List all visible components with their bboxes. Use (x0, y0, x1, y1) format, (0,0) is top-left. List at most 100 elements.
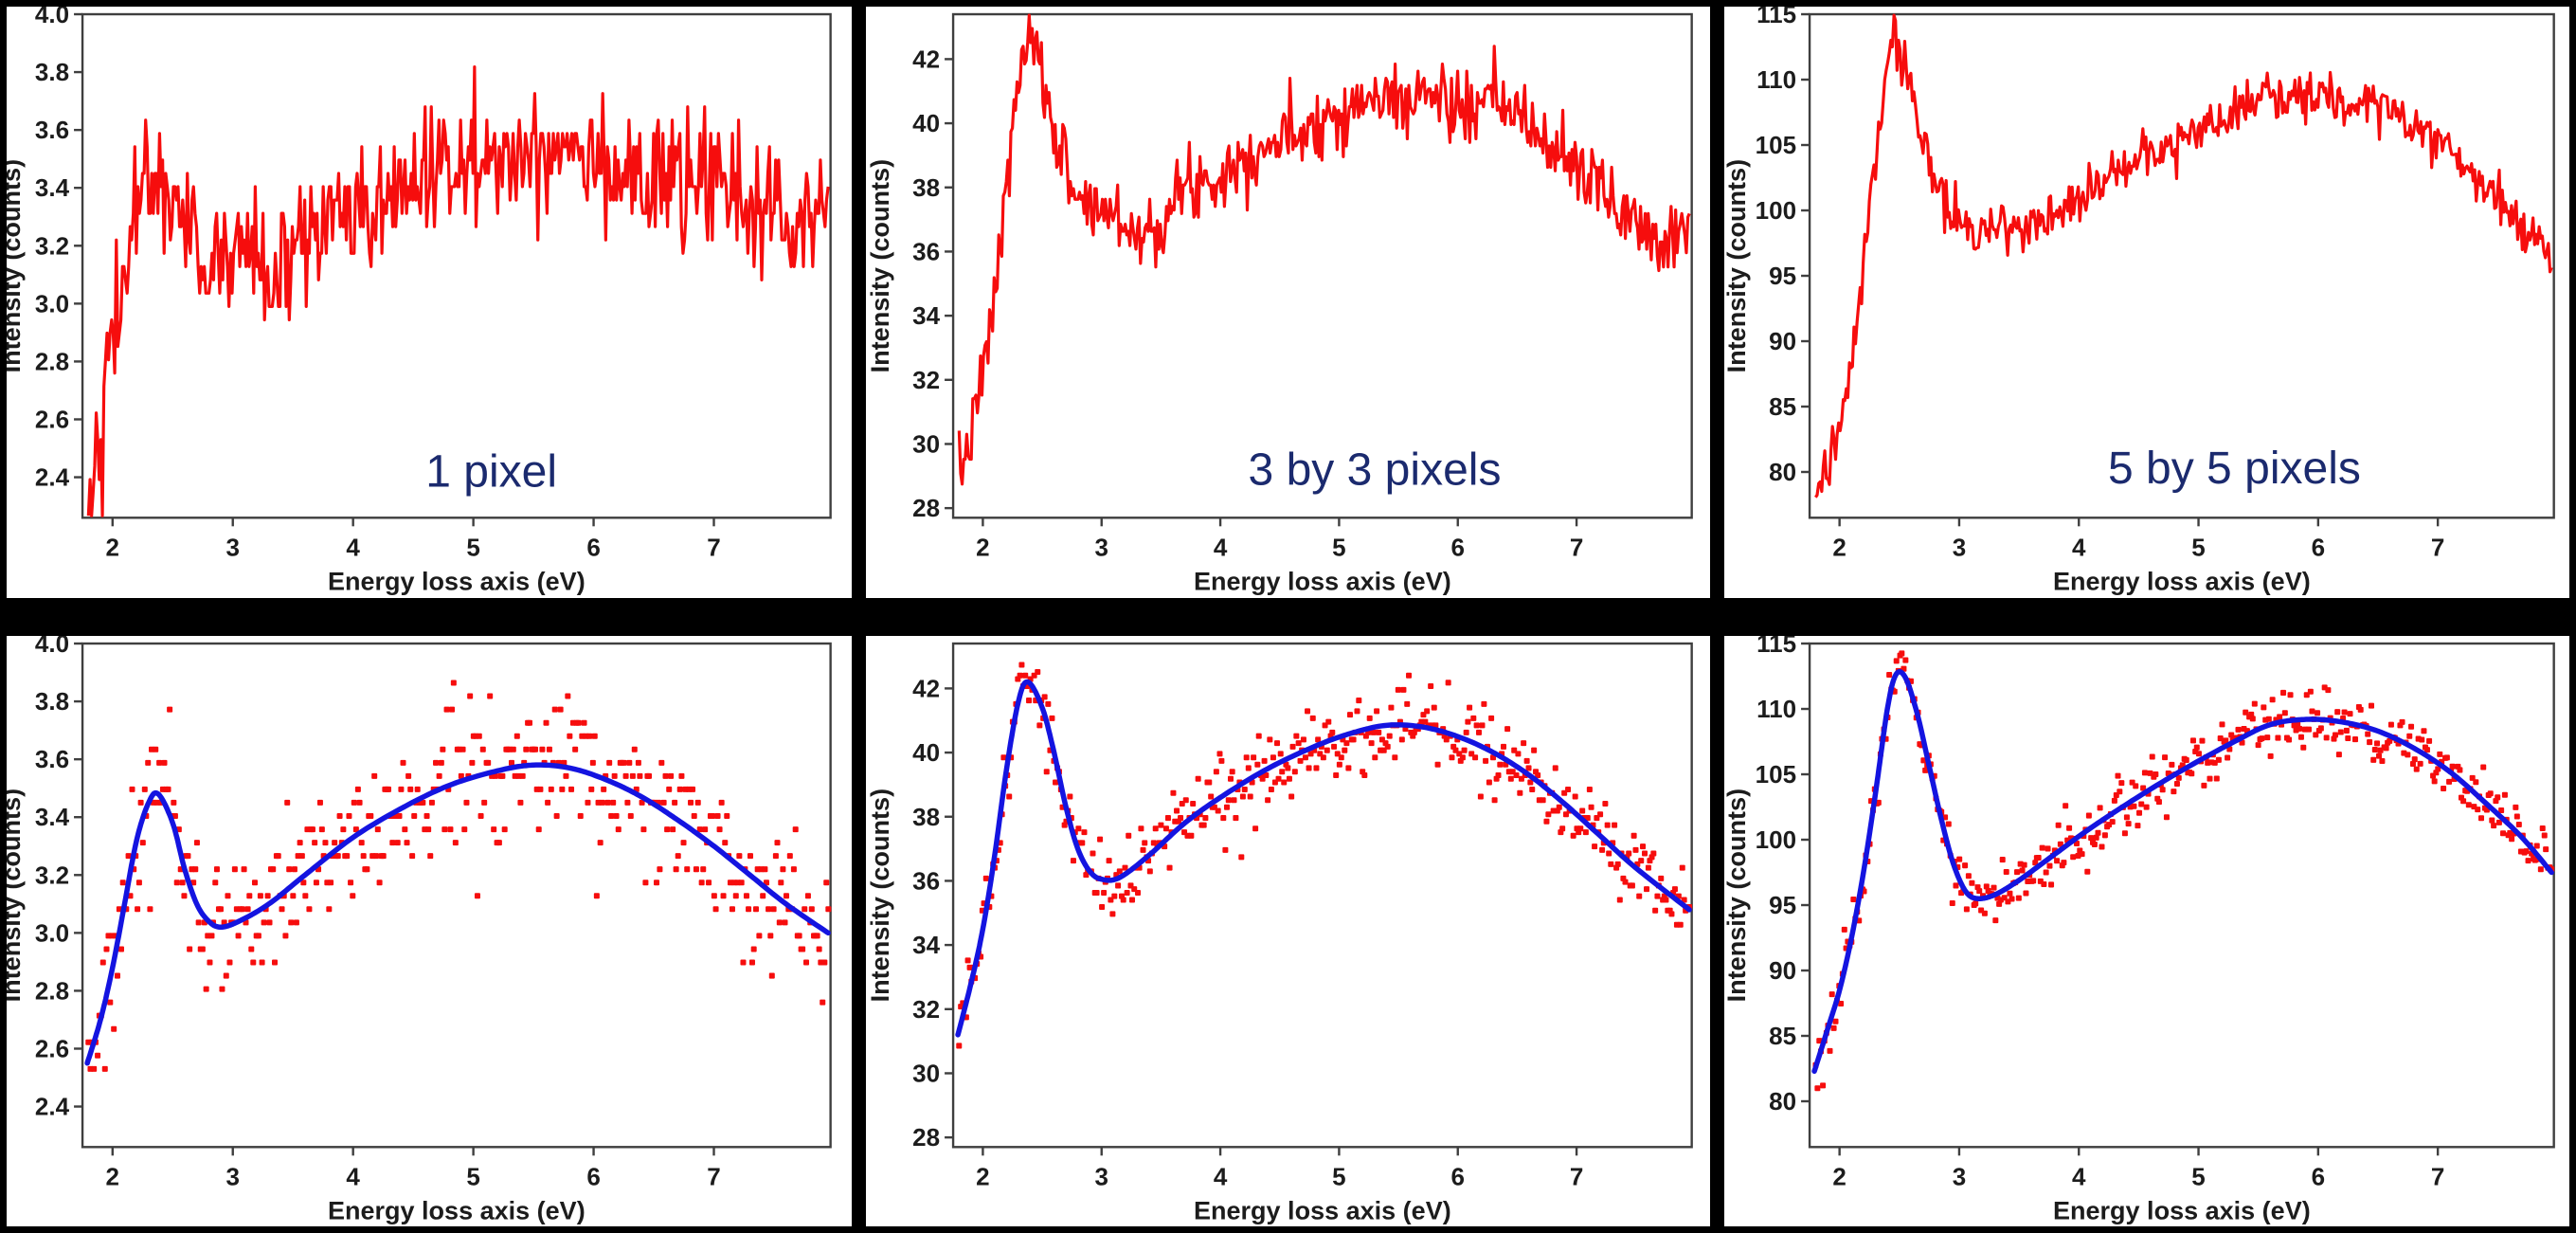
panel-fit-1px: 2 3 4 5 6 7 2.4 2.6 2.8 3.0 3.2 3.4 3.6 3.8 4.0 Energy … (7, 635, 852, 1226)
y-tick-label: 30 (912, 429, 940, 458)
data-point (1125, 832, 1131, 839)
data-point (2473, 778, 2479, 785)
data-point (440, 746, 446, 752)
data-point (139, 839, 146, 845)
data-point (2297, 725, 2303, 732)
data-point (2043, 868, 2049, 876)
data-point (436, 772, 442, 779)
y-tick-label: 3.6 (35, 745, 69, 773)
data-point (2489, 817, 2495, 824)
data-point (476, 733, 482, 739)
x-axis-label: Energy loss axis (eV) (328, 567, 585, 595)
data-point (1400, 686, 1407, 693)
data-point (2124, 813, 2131, 820)
data-point (1070, 857, 1076, 863)
x-tick-label: 2 (106, 533, 119, 561)
panel-fit-3x3: 2 3 4 5 6 7 28 30 32 34 36 38 40 42 Energy loss axis (… (865, 635, 1711, 1226)
data-point (553, 812, 560, 819)
x-tick-label: 5 (466, 1162, 479, 1190)
y-tick-label: 3.4 (35, 803, 70, 831)
data-point (1222, 846, 1229, 853)
data-point (2102, 831, 2109, 838)
data-point (1336, 761, 1342, 768)
data-point (1991, 884, 1997, 891)
data-point (1320, 753, 1326, 760)
y-tick-label: 3.0 (35, 918, 69, 947)
data-point (747, 852, 753, 859)
data-point (1630, 832, 1637, 839)
data-point (1543, 818, 1550, 825)
data-point (513, 733, 520, 739)
data-point (344, 852, 351, 859)
data-point (1584, 814, 1591, 821)
data-point (1481, 700, 1487, 707)
data-point (1526, 778, 1533, 785)
data-point (1140, 846, 1146, 853)
data-point (1516, 789, 1522, 796)
data-point (1360, 771, 1367, 778)
data-point (581, 719, 587, 726)
data-point (91, 1065, 98, 1072)
data-point (545, 799, 551, 806)
x-tick-label: 5 (1332, 533, 1345, 561)
data-point (290, 892, 297, 898)
data-point (463, 799, 470, 806)
data-point (780, 865, 786, 872)
data-point (1403, 700, 1410, 707)
data-point (2318, 724, 2325, 731)
data-point (1814, 1084, 1821, 1091)
data-point (223, 972, 229, 979)
data-point (461, 825, 468, 832)
data-point (1639, 843, 1646, 849)
y-tick-label: 38 (912, 173, 940, 202)
data-point (293, 918, 299, 925)
data-point (1247, 793, 1253, 800)
y-tick-label: 105 (1756, 131, 1796, 159)
data-point (1611, 822, 1617, 828)
data-point (350, 892, 356, 898)
data-point (2164, 813, 2171, 820)
data-point (1976, 887, 1983, 894)
data-point (1431, 704, 1437, 711)
data-point (1982, 910, 1989, 916)
data-point (700, 865, 707, 872)
data-point (2021, 861, 2027, 868)
data-point (1188, 832, 1195, 839)
data-point (1482, 757, 1488, 764)
data-point (1182, 796, 1189, 803)
data-point (2338, 729, 2345, 735)
data-point (1237, 853, 1244, 860)
y-axis-label: Intensity (counts) (1724, 788, 1751, 1001)
data-point (1225, 796, 1232, 803)
data-point (1953, 881, 1959, 888)
data-point (748, 959, 755, 966)
data-point (1496, 761, 1503, 768)
data-point (2097, 804, 2103, 810)
data-point (1368, 739, 1375, 746)
data-point (767, 932, 774, 938)
data-point (823, 879, 830, 885)
data-point (2032, 859, 2039, 865)
data-point (2408, 723, 2415, 730)
spectrum-5x5-chart: 2 3 4 5 6 7 80 85 90 95 100 105 110 115 Energy loss ax… (1724, 7, 2556, 595)
data-point (1677, 921, 1684, 928)
data-point (2264, 734, 2271, 740)
data-point (1384, 743, 1391, 750)
data-point (2153, 771, 2159, 777)
data-point (559, 786, 566, 792)
data-point (1641, 850, 1648, 857)
data-point (225, 892, 231, 898)
y-tick-label: 34 (912, 931, 940, 959)
data-point (261, 918, 267, 925)
data-point (2347, 710, 2353, 716)
x-tick-label: 4 (2072, 1162, 2086, 1190)
data-point (257, 892, 263, 898)
data-point (1005, 793, 1012, 800)
y-tick-label: 80 (1769, 458, 1796, 486)
data-point (1469, 715, 1476, 721)
data-point (1371, 753, 1378, 760)
data-point (1286, 775, 1292, 782)
x-tick-label: 3 (226, 1162, 240, 1190)
data-point (1552, 764, 1558, 771)
data-point (485, 759, 492, 766)
